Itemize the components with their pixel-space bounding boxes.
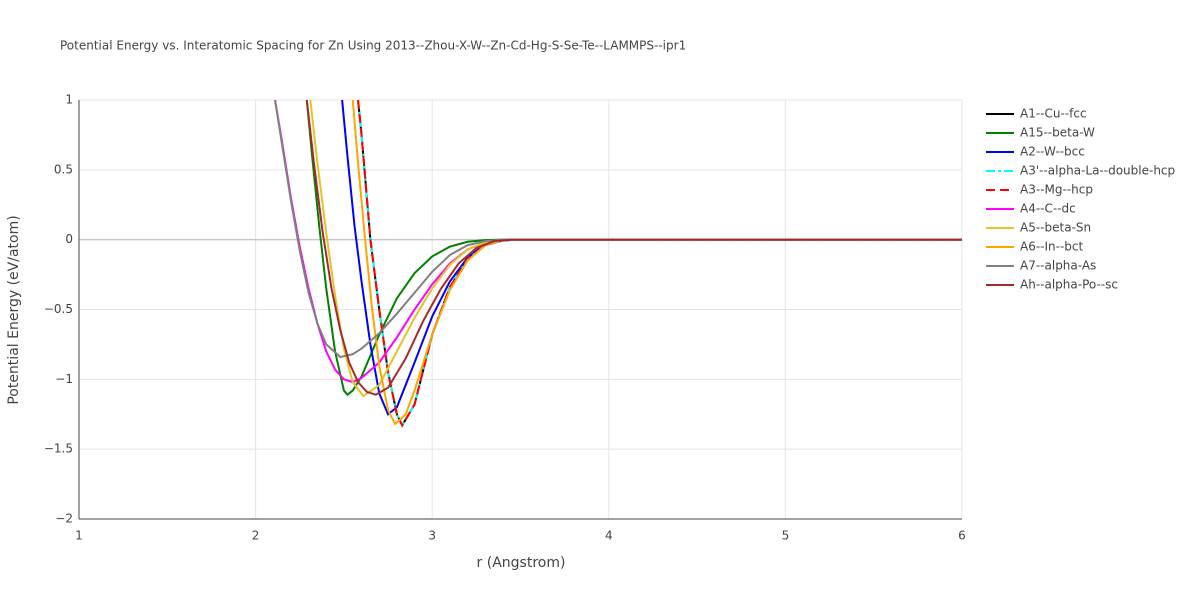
y-axis-label: Potential Energy (eV/atom) [6,215,22,404]
chart-title: Potential Energy vs. Interatomic Spacing… [60,39,686,53]
legend: A1--Cu--fcc A15--beta-W A2--W--bcc A3'--alp… [986,107,1175,292]
x-tick-label: 4 [605,529,613,543]
legend-label: A3--Mg--hcp [1020,183,1093,197]
legend-label: A15--beta-W [1020,126,1095,140]
grid: 1 2 3 4 5 6 1 0.5 0 −0.5 −1 −1.5 −2 [44,93,966,543]
series-line [274,100,962,359]
legend-label: Ah--alpha-Po--sc [1020,278,1118,292]
legend-label: A7--alpha-As [1020,259,1096,273]
x-axis-label: r (Angstrom) [477,555,566,571]
series-line [305,100,962,397]
legend-label: A2--W--bcc [1020,145,1085,159]
legend-label: A5--beta-Sn [1020,221,1091,235]
legend-label: A1--Cu--fcc [1020,107,1087,121]
series-line [351,100,962,426]
series-line [341,100,962,416]
y-tick-label: 0 [65,232,73,246]
x-tick-label: 5 [782,529,790,543]
y-tick-label: −1 [55,372,73,386]
plot-area [274,100,962,428]
x-tick-label: 1 [75,529,83,543]
legend-label: A6--In--bct [1020,240,1084,254]
series-line [357,100,962,428]
y-tick-label: −2 [55,512,73,526]
x-tick-label: 6 [958,529,966,543]
legend-label: A4--C--dc [1020,202,1076,216]
y-tick-label: 0.5 [54,162,73,176]
series-line [305,100,962,396]
y-tick-label: 1 [65,93,73,107]
series-line [357,100,962,428]
y-tick-label: −1.5 [44,442,73,456]
y-tick-label: −0.5 [44,302,73,316]
legend-label: A3'--alpha-La--double-hcp [1020,164,1175,178]
series-line [357,100,962,428]
x-tick-label: 3 [428,529,436,543]
x-tick-label: 2 [252,529,260,543]
series-line [309,100,962,398]
